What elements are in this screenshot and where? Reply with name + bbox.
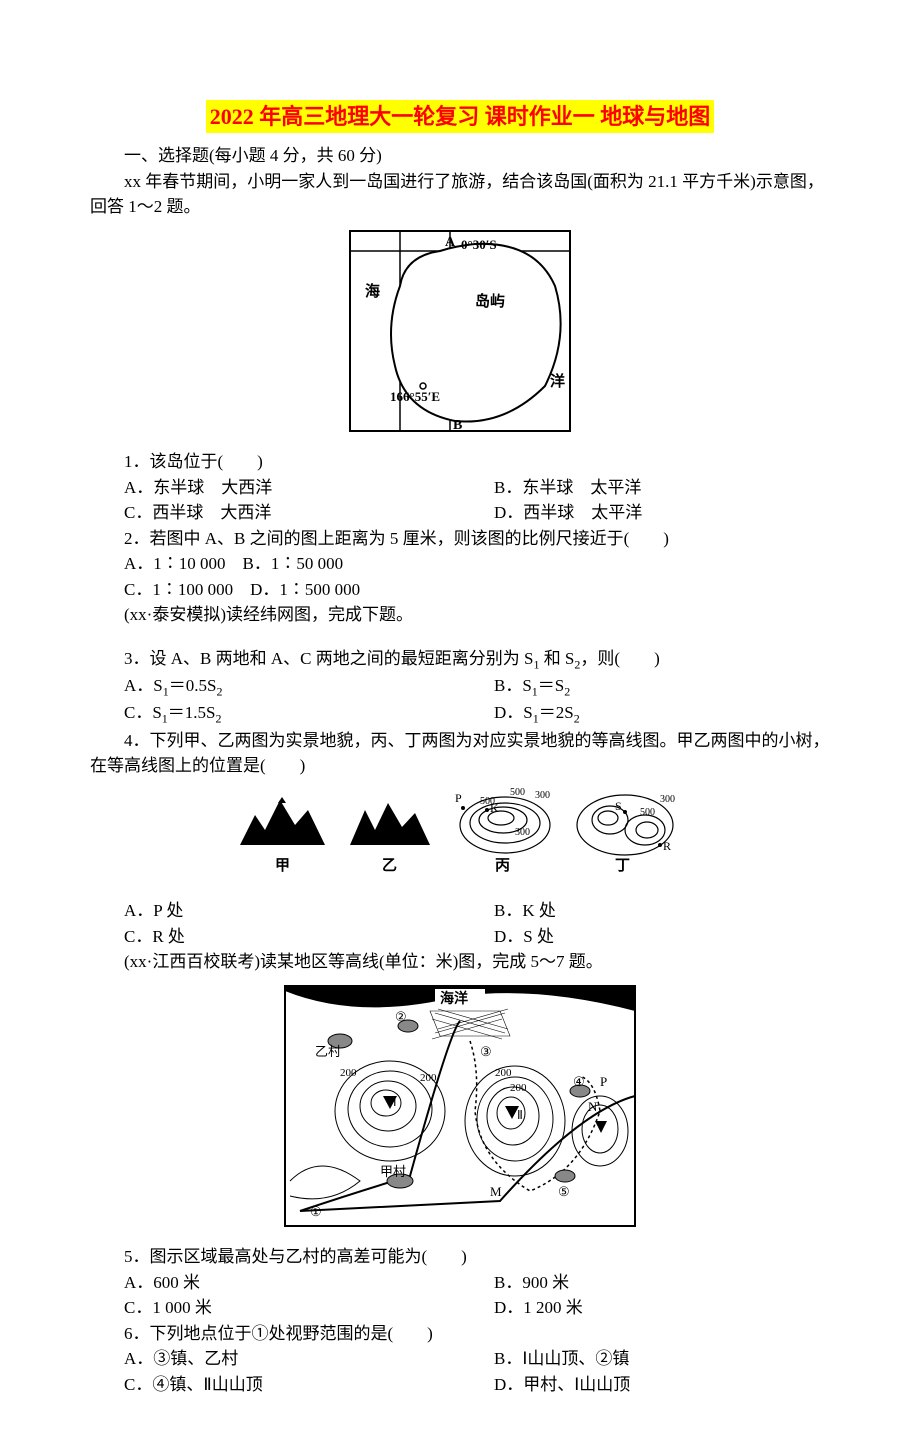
spacer [90,628,830,646]
svg-text:500: 500 [510,787,525,798]
title-wrap: 2022 年高三地理大一轮复习 课时作业一 地球与地图 [90,100,830,133]
q1-options: A．东半球 大西洋 B．东半球 太平洋 C．西半球 大西洋 D．西半球 太平洋 [90,475,830,526]
q1-D: D．西半球 太平洋 [460,500,830,526]
q1-A: A．东半球 大西洋 [90,475,460,501]
q2-line2: C．1∶100 000 D．1∶500 000 [90,577,830,603]
svg-text:M: M [490,1184,502,1199]
q2-stem: 2．若图中 A、B 之间的图上距离为 5 厘米，则该图的比例尺接近于( ) [90,526,830,552]
svg-text:Ⅱ: Ⅱ [517,1108,523,1122]
svg-text:②: ② [395,1009,407,1024]
figure-3: 海洋 Ⅰ 200 Ⅱ 200 200 [90,981,830,1239]
svg-text:300: 300 [515,827,530,838]
svg-text:P: P [600,1074,607,1089]
q5-C: C．1 000 米 [90,1295,460,1321]
svg-text:B: B [453,418,462,433]
svg-text:③: ③ [480,1044,492,1059]
svg-text:S: S [615,799,622,813]
q4-C: C．R 处 [90,924,460,950]
q5-stem: 5．图示区域最高处与乙村的高差可能为( ) [90,1244,830,1270]
q3-stem: 3．设 A、B 两地和 A、C 两地之间的最短距离分别为 S1 和 S2，则( … [90,646,830,673]
q5-options: A．600 米 B．900 米 C．1 000 米 D．1 200 米 [90,1270,830,1321]
q6-stem: 6．下列地点位于①处视野范围的是( ) [90,1321,830,1347]
svg-text:N: N [588,1099,598,1114]
q6-D: D．甲村、Ⅰ山山顶 [460,1372,830,1398]
q6-B: B．Ⅰ山山顶、②镇 [460,1346,830,1372]
svg-text:166°55′E: 166°55′E [390,389,440,404]
svg-text:R: R [663,839,671,853]
page-title: 2022 年高三地理大一轮复习 课时作业一 地球与地图 [206,100,715,133]
q1-B: B．东半球 太平洋 [460,475,830,501]
svg-text:洋: 洋 [550,372,565,390]
svg-text:岛屿: 岛屿 [475,292,505,310]
island-map: A 0°30′S 海 岛屿 166°55′E 洋 B [345,226,575,436]
q3-options: A．S1＝0.5S2 B．S1＝S2 C．S1＝1.5S2 D．S1＝2S2 [90,673,830,728]
svg-text:P: P [455,791,462,805]
q6-A: A．③镇、乙村 [90,1346,460,1372]
figure-2: 甲 乙 P K 500 300 300 500 丙 S [90,785,830,893]
q3-stem-b: 和 S [539,649,574,668]
svg-text:500: 500 [480,796,495,807]
q5-D: D．1 200 米 [460,1295,830,1321]
contour-map: 海洋 Ⅰ 200 Ⅱ 200 200 [280,981,640,1231]
q4-B: B．K 处 [460,898,830,924]
figure-1: A 0°30′S 海 岛屿 166°55′E 洋 B [90,226,830,444]
svg-text:200: 200 [420,1072,437,1084]
svg-text:甲村: 甲村 [380,1164,406,1179]
svg-text:丁: 丁 [615,858,630,874]
svg-text:甲: 甲 [275,857,290,874]
q4-D: D．S 处 [460,924,830,950]
svg-text:①: ① [310,1204,322,1219]
intro-2: (xx·泰安模拟)读经纬网图，完成下题。 [90,602,830,628]
svg-text:0°30′S: 0°30′S [461,237,497,252]
svg-text:乙: 乙 [382,858,397,874]
intro-1: xx 年春节期间，小明一家人到一岛国进行了旅游，结合该岛国(面积为 21.1 平… [90,169,830,220]
q1-stem: 1．该岛位于( ) [90,449,830,475]
svg-text:丙: 丙 [495,857,510,874]
q3-B: B．S1＝S2 [460,673,830,700]
svg-text:⑤: ⑤ [558,1184,570,1199]
svg-text:300: 300 [535,790,550,801]
svg-text:Ⅰ: Ⅰ [393,1095,397,1109]
q3-C: C．S1＝1.5S2 [90,700,460,727]
q4-options: A．P 处 B．K 处 C．R 处 D．S 处 [90,898,830,949]
landform-figures: 甲 乙 P K 500 300 300 500 丙 S [230,785,690,885]
q3-stem-c: ，则( ) [580,649,659,668]
svg-text:海洋: 海洋 [440,990,468,1007]
q3-D: D．S1＝2S2 [460,700,830,727]
svg-text:A: A [445,235,456,250]
q6-options: A．③镇、乙村 B．Ⅰ山山顶、②镇 C．④镇、Ⅱ山山顶 D．甲村、Ⅰ山山顶 [90,1346,830,1397]
svg-text:④: ④ [573,1074,585,1089]
intro-3: (xx·江西百校联考)读某地区等高线(单位：米)图，完成 5～7 题。 [90,949,830,975]
q5-B: B．900 米 [460,1270,830,1296]
svg-text:200: 200 [495,1067,512,1079]
q1-C: C．西半球 大西洋 [90,500,460,526]
section-heading: 一、选择题(每小题 4 分，共 60 分) [90,143,830,169]
q4-stem: 4．下列甲、乙两图为实景地貌，丙、丁两图为对应实景地貌的等高线图。甲乙两图中的小… [90,728,830,779]
q6-C: C．④镇、Ⅱ山山顶 [90,1372,460,1398]
svg-text:200: 200 [510,1082,527,1094]
svg-text:海: 海 [365,282,380,300]
q4-A: A．P 处 [90,898,460,924]
q3-stem-a: 3．设 A、B 两地和 A、C 两地之间的最短距离分别为 S [124,649,533,668]
svg-text:300: 300 [660,794,675,805]
q3-A: A．S1＝0.5S2 [90,673,460,700]
svg-text:200: 200 [340,1067,357,1079]
q2-line1: A．1∶10 000 B．1∶50 000 [90,551,830,577]
svg-text:乙村: 乙村 [315,1044,341,1059]
svg-text:500: 500 [640,807,655,818]
q5-A: A．600 米 [90,1270,460,1296]
